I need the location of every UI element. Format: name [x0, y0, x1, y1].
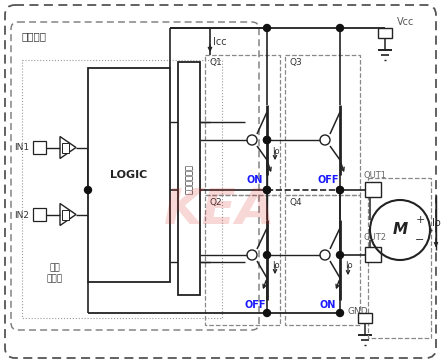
Text: OFF: OFF: [317, 175, 339, 185]
Circle shape: [336, 252, 344, 258]
Text: ON: ON: [247, 175, 263, 185]
Circle shape: [264, 24, 270, 32]
Circle shape: [85, 187, 91, 193]
Text: 防止同时导通: 防止同时导通: [184, 163, 194, 193]
Text: Q1: Q1: [210, 58, 223, 68]
Text: Io: Io: [345, 261, 353, 270]
Text: Q3: Q3: [290, 58, 303, 68]
Text: ON: ON: [320, 300, 336, 310]
Text: KEA: KEA: [164, 186, 276, 234]
Bar: [205, 55, 280, 195]
Bar: [368, 178, 431, 338]
Text: OFF: OFF: [244, 300, 266, 310]
Bar: [33, 208, 46, 221]
Text: Icc: Icc: [213, 37, 227, 47]
Circle shape: [336, 24, 344, 32]
Text: IN1: IN1: [14, 143, 29, 152]
Bar: [205, 195, 280, 325]
Bar: [365, 247, 381, 262]
Bar: [22, 60, 222, 318]
Text: Q2: Q2: [210, 197, 223, 207]
Circle shape: [336, 187, 344, 193]
Bar: [62, 143, 69, 152]
Text: Io: Io: [272, 147, 280, 156]
Bar: [365, 182, 381, 197]
Text: −: −: [415, 235, 425, 245]
Bar: [285, 195, 360, 325]
Bar: [33, 141, 46, 154]
Text: LOGIC: LOGIC: [110, 170, 148, 180]
Text: 小信号部: 小信号部: [22, 31, 47, 41]
Text: 缓冲器: 缓冲器: [47, 274, 63, 284]
Circle shape: [336, 187, 344, 193]
Circle shape: [264, 187, 270, 193]
Bar: [88, 68, 170, 282]
Text: Io: Io: [432, 217, 441, 228]
Circle shape: [264, 252, 270, 258]
Text: 磁滙: 磁滙: [50, 264, 60, 273]
Text: +: +: [415, 215, 425, 225]
Circle shape: [264, 187, 270, 193]
Text: IN2: IN2: [14, 211, 29, 220]
Circle shape: [264, 136, 270, 143]
Text: Io: Io: [272, 261, 280, 270]
Text: GND: GND: [348, 307, 369, 317]
Bar: [62, 209, 69, 220]
Text: Vcc: Vcc: [397, 17, 415, 27]
Circle shape: [264, 310, 270, 317]
Circle shape: [336, 310, 344, 317]
Text: M: M: [392, 223, 407, 237]
Bar: [285, 55, 360, 195]
Bar: [178, 62, 200, 295]
Circle shape: [264, 136, 270, 143]
Bar: [378, 28, 392, 38]
Bar: [358, 313, 372, 323]
Text: OUT1: OUT1: [363, 171, 386, 180]
Text: Q4: Q4: [290, 197, 303, 207]
Text: OUT2: OUT2: [363, 232, 386, 241]
